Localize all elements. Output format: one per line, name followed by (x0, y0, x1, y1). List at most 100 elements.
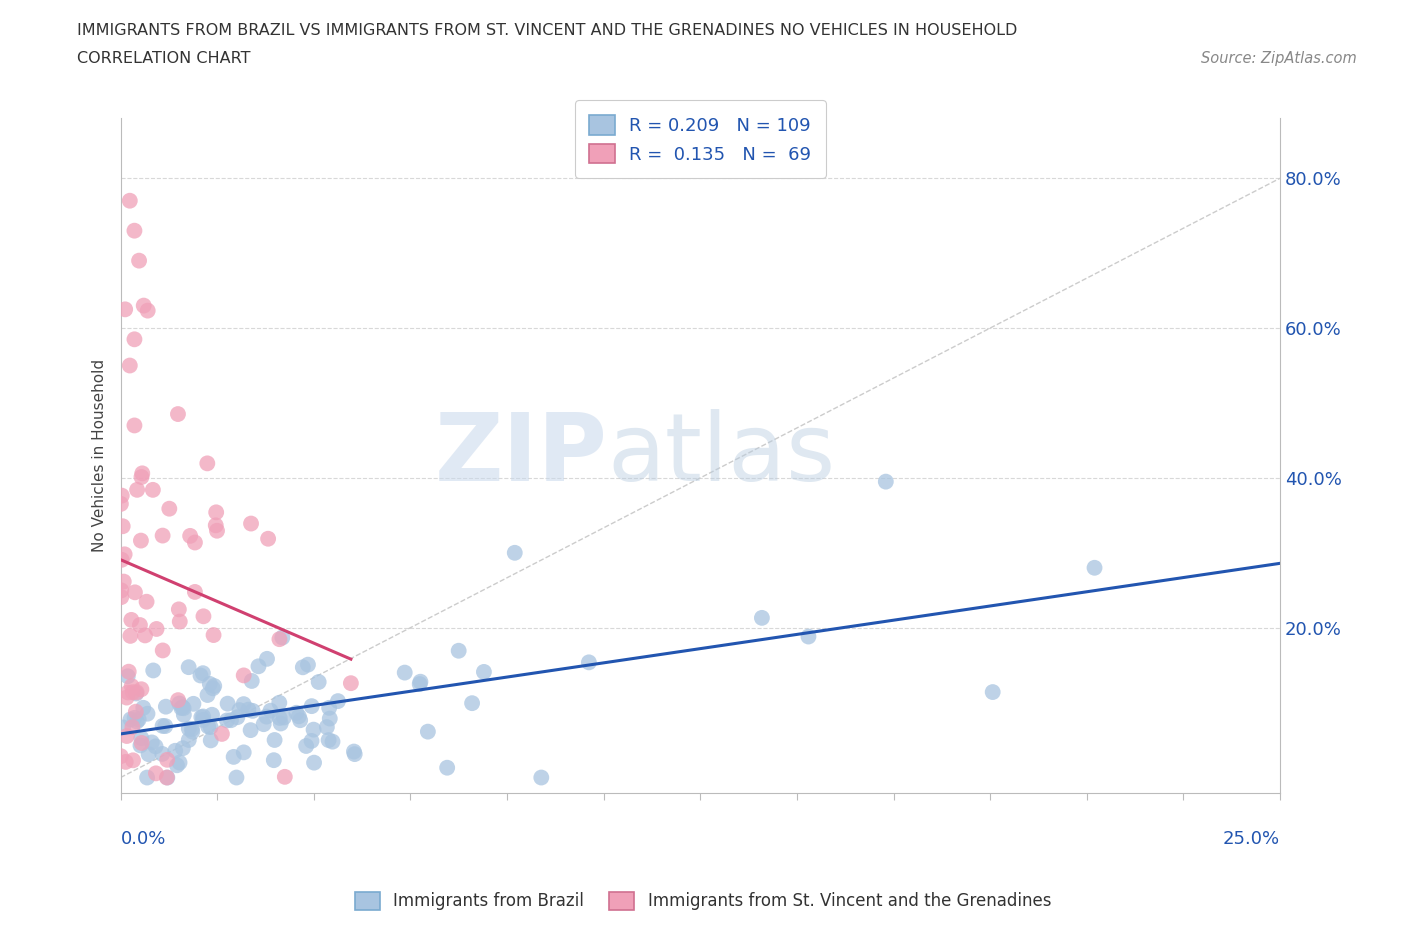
Point (169, 755, 191, 770)
Y-axis label: No Vehicles in Household: No Vehicles in Household (93, 359, 107, 552)
Text: IMMIGRANTS FROM BRAZIL VS IMMIGRANTS FROM ST. VINCENT AND THE GRENADINES NO VEHI: IMMIGRANTS FROM BRAZIL VS IMMIGRANTS FRO… (77, 23, 1018, 38)
Point (132, 299, 155, 313)
Point (136, 303, 159, 318)
Point (256, 651, 278, 666)
Point (166, 758, 188, 773)
Point (156, 770, 179, 785)
Point (269, 631, 291, 646)
Point (145, 739, 167, 754)
Point (436, 760, 458, 775)
Point (152, 643, 174, 658)
Point (125, 714, 148, 729)
Point (273, 711, 295, 725)
Point (191, 709, 214, 724)
Point (118, 358, 141, 373)
Point (578, 655, 600, 670)
Point (156, 752, 179, 767)
Point (270, 716, 292, 731)
Point (301, 734, 323, 749)
Point (181, 724, 204, 739)
Point (142, 483, 165, 498)
Point (165, 743, 187, 758)
Point (409, 677, 432, 692)
Text: ZIP: ZIP (434, 409, 607, 501)
Point (321, 734, 343, 749)
Point (152, 528, 174, 543)
Point (110, 583, 132, 598)
Point (271, 631, 294, 645)
Point (120, 613, 142, 628)
Point (125, 704, 148, 719)
Point (211, 726, 233, 741)
Point (217, 697, 239, 711)
Point (111, 552, 134, 567)
Point (190, 668, 212, 683)
Point (177, 721, 200, 736)
Point (170, 700, 193, 715)
Point (169, 614, 191, 629)
Point (394, 665, 416, 680)
Point (172, 699, 194, 714)
Point (447, 644, 470, 658)
Point (226, 710, 249, 724)
Point (318, 700, 340, 715)
Point (184, 584, 207, 599)
Point (416, 724, 439, 739)
Point (301, 698, 323, 713)
Point (288, 709, 311, 724)
Point (129, 738, 152, 753)
Point (195, 456, 218, 471)
Point (326, 694, 349, 709)
Point (112, 720, 135, 735)
Point (124, 223, 146, 238)
Point (875, 474, 897, 489)
Text: atlas: atlas (607, 409, 835, 501)
Point (751, 610, 773, 625)
Point (302, 723, 325, 737)
Point (128, 712, 150, 727)
Point (202, 679, 225, 694)
Point (219, 712, 242, 727)
Point (259, 703, 281, 718)
Point (118, 193, 141, 208)
Point (190, 710, 212, 724)
Point (131, 466, 153, 481)
Point (215, 713, 238, 728)
Point (205, 505, 228, 520)
Point (124, 585, 146, 600)
Point (257, 531, 280, 546)
Point (145, 766, 167, 781)
Text: 0.0%: 0.0% (121, 830, 166, 847)
Legend: Immigrants from Brazil, Immigrants from St. Vincent and the Grenadines: Immigrants from Brazil, Immigrants from … (349, 885, 1057, 917)
Point (184, 535, 207, 550)
Point (197, 719, 219, 734)
Point (136, 770, 159, 785)
Point (134, 628, 156, 643)
Point (343, 744, 366, 759)
Point (115, 728, 138, 743)
Legend: R = 0.209   N = 109, R =  0.135   N =  69: R = 0.209 N = 109, R = 0.135 N = 69 (575, 100, 825, 178)
Point (232, 668, 254, 683)
Point (240, 673, 263, 688)
Point (142, 663, 165, 678)
Point (128, 253, 150, 268)
Point (198, 676, 221, 691)
Point (197, 687, 219, 702)
Point (302, 755, 325, 770)
Point (200, 720, 222, 735)
Point (797, 629, 820, 644)
Point (111, 519, 134, 534)
Point (138, 747, 160, 762)
Point (239, 723, 262, 737)
Point (141, 735, 163, 750)
Point (204, 518, 226, 533)
Point (232, 745, 254, 760)
Point (240, 516, 263, 531)
Point (285, 705, 308, 720)
Point (124, 418, 146, 432)
Point (127, 483, 149, 498)
Point (297, 658, 319, 672)
Point (110, 749, 132, 764)
Point (181, 722, 204, 737)
Text: Source: ZipAtlas.com: Source: ZipAtlas.com (1201, 51, 1357, 66)
